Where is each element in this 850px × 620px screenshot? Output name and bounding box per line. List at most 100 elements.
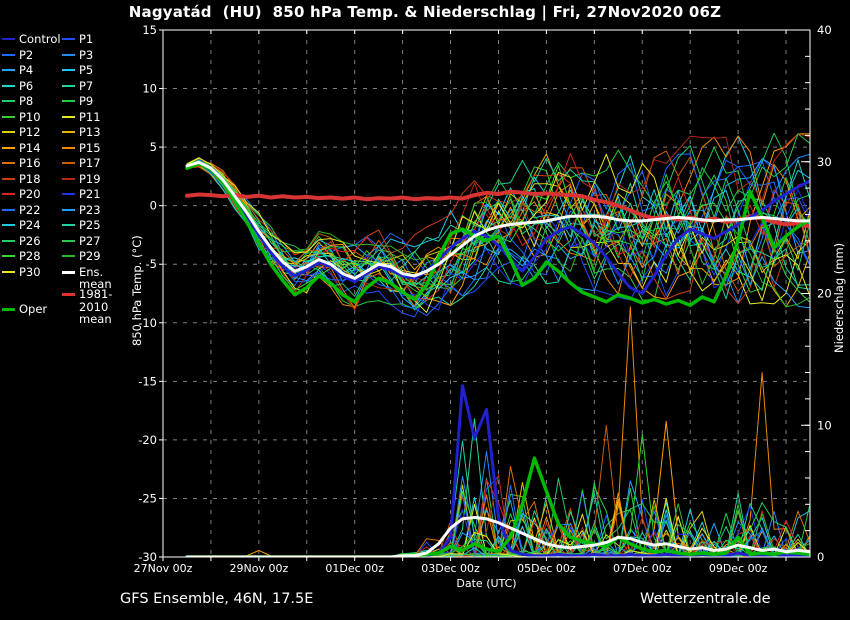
legend-item-p24: P24	[2, 219, 41, 232]
legend-label: P2	[19, 47, 34, 62]
legend-swatch	[2, 162, 15, 164]
temp-tick-label: -5	[146, 257, 157, 271]
date-tick-label: 05Dec 00z	[517, 562, 576, 575]
legend-item-p27: P27	[62, 233, 101, 248]
legend-item-p4: P4	[2, 64, 33, 77]
legend-item-p25: P25	[62, 219, 101, 232]
temp-tick-label: 10	[142, 82, 157, 96]
legend-label: P30	[19, 264, 41, 279]
legend-swatch	[2, 239, 15, 242]
legend-item-p10: P10	[2, 109, 41, 124]
legend-label: P8	[19, 94, 34, 108]
legend-label: P15	[79, 140, 101, 155]
precip-tick-label: 30	[817, 155, 832, 169]
legend-swatch	[62, 131, 75, 133]
legend-label: Oper	[19, 302, 48, 316]
legend-label: P9	[79, 94, 94, 108]
legend-swatch	[62, 100, 75, 102]
temp-tick-label: 0	[150, 199, 157, 213]
legend-label: P27	[79, 233, 101, 248]
legend-item-p23: P23	[62, 202, 101, 217]
date-tick-label: 03Dec 00z	[421, 562, 480, 575]
legend-swatch	[2, 84, 15, 87]
legend-swatch	[62, 162, 75, 164]
legend-swatch	[62, 239, 75, 242]
legend-swatch	[2, 177, 15, 180]
legend-item-1981-2010-mean: 1981-2010 mean	[62, 288, 130, 326]
legend-swatch	[62, 208, 75, 211]
date-tick-label: 01Dec 00z	[325, 562, 384, 575]
temp-tick-label: 5	[150, 140, 157, 154]
precip-tick-label: 40	[817, 23, 832, 37]
legend-label: P14	[19, 140, 41, 155]
highlight-series-lines	[185, 160, 810, 557]
legend-label: P16	[19, 156, 41, 170]
legend-label: P22	[19, 202, 41, 217]
legend-swatch	[62, 224, 75, 226]
legend-item-p29: P29	[62, 250, 101, 263]
legend-label: Control	[19, 32, 61, 46]
legend-swatch	[62, 193, 75, 195]
legend-item-p26: P26	[2, 233, 41, 248]
x-axis-label: Date (UTC)	[456, 577, 516, 590]
legend-swatch	[62, 53, 75, 56]
legend-swatch	[2, 270, 15, 273]
legend-swatch	[62, 115, 75, 118]
plot-frame: 15 10 5 0 -5 -10 -15 -20 -25 -30 0 10 20 30 40 27Nov 00…	[134, 23, 832, 590]
legend-swatch	[62, 270, 75, 274]
legend-item-p9: P9	[62, 95, 93, 108]
precip-tick-label: 0	[817, 550, 824, 564]
legend-label: Ens. mean	[79, 264, 112, 291]
legend-swatch	[2, 255, 15, 257]
date-tick-label: 07Dec 00z	[613, 562, 672, 575]
legend-swatch	[62, 177, 75, 180]
temp-tick-label: -15	[138, 374, 157, 388]
legend-item-p17: P17	[62, 157, 101, 170]
legend-item-p16: P16	[2, 157, 41, 170]
temp-tick-label: -10	[138, 316, 157, 330]
temp-tick-label: -25	[138, 491, 157, 505]
legend-label: P20	[19, 187, 41, 201]
legend-swatch	[62, 84, 75, 87]
legend-item-p28: P28	[2, 250, 41, 263]
legend-item-p8: P8	[2, 95, 33, 108]
legend-swatch	[2, 131, 15, 133]
legend-label: P4	[19, 63, 34, 77]
precip-tick-label: 10	[817, 418, 832, 432]
legend-item-p2: P2	[2, 47, 34, 62]
legend-label: P3	[79, 47, 94, 62]
legend-label: P28	[19, 249, 41, 263]
legend-swatch	[2, 100, 15, 102]
model-info: GFS Ensemble, 46N, 17.5E	[120, 591, 314, 607]
legend-item-ens-mean: Ens. mean	[62, 264, 130, 291]
legend-item-oper: Oper	[2, 303, 47, 316]
legend-item-p18: P18	[2, 172, 41, 186]
legend-item-p15: P15	[62, 140, 101, 155]
legend-item-p19: P19	[62, 171, 101, 186]
date-tick-label: 27Nov 00z	[134, 562, 193, 575]
legend-label: P23	[79, 202, 101, 217]
legend-swatch	[62, 293, 75, 296]
legend-swatch	[2, 308, 15, 311]
legend-label: P25	[79, 218, 101, 232]
legend-item-p14: P14	[2, 140, 41, 155]
legend-label: P6	[19, 78, 34, 93]
legend: Control P2 P4 P6 P8 P10 P12 P14 P16 P18 P20 P22 P24 P…	[0, 0, 130, 330]
legend-item-control: Control	[2, 33, 61, 46]
legend-label: P11	[79, 109, 101, 124]
precip-axis-label: Niederschlag (mm)	[832, 242, 846, 354]
legend-label: P26	[19, 233, 41, 248]
legend-item-p30: P30	[2, 264, 41, 279]
temp-tick-label: -20	[138, 433, 157, 447]
legend-item-p13: P13	[62, 126, 101, 139]
legend-swatch	[62, 69, 75, 71]
legend-label: P19	[79, 171, 101, 186]
legend-label: P5	[79, 63, 94, 77]
temp-tick-label: -30	[138, 550, 157, 564]
legend-item-p5: P5	[62, 64, 93, 77]
legend-swatch	[2, 38, 15, 40]
legend-label: P10	[19, 109, 41, 124]
legend-item-p6: P6	[2, 78, 34, 93]
site-credit: Wetterzentrale.de	[640, 591, 771, 607]
legend-item-p22: P22	[2, 202, 41, 217]
